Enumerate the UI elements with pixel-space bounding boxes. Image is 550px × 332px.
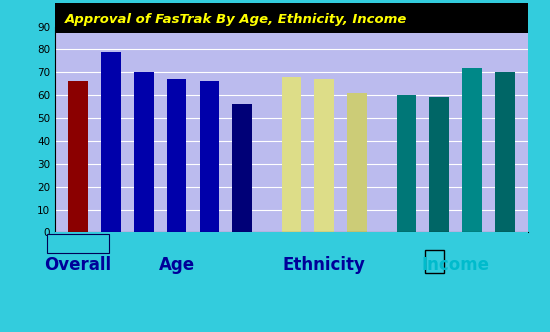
Bar xyxy=(167,79,186,232)
Text: Ethnicity: Ethnicity xyxy=(283,256,366,274)
Bar xyxy=(101,52,120,232)
Bar xyxy=(463,68,482,232)
FancyBboxPatch shape xyxy=(47,234,109,253)
Bar xyxy=(200,81,219,232)
Bar xyxy=(282,77,301,232)
Bar xyxy=(495,72,515,232)
Bar xyxy=(232,104,252,232)
Bar xyxy=(430,98,449,232)
Text: Income: Income xyxy=(422,256,490,274)
FancyBboxPatch shape xyxy=(425,250,444,274)
Bar xyxy=(68,81,88,232)
Bar xyxy=(134,72,153,232)
Bar xyxy=(315,79,334,232)
Text: Age: Age xyxy=(158,256,195,274)
Text: Approval of FasTrak By Age, Ethnicity, Income: Approval of FasTrak By Age, Ethnicity, I… xyxy=(64,13,407,26)
Text: Overall: Overall xyxy=(45,256,112,274)
Bar xyxy=(397,95,416,232)
Bar xyxy=(348,93,367,232)
